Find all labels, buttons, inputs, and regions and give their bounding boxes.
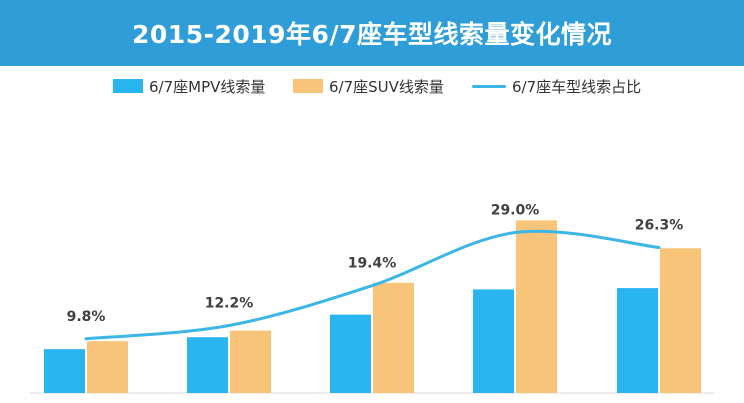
legend-label-ratio: 6/7座车型线索占比 (512, 77, 642, 96)
legend-swatch-ratio (472, 84, 506, 88)
ratio-label-2015: 9.8% (67, 309, 106, 325)
ratio-label-2017: 19.4% (348, 256, 397, 272)
bar-group (44, 220, 701, 393)
bar-suv-2016 (230, 330, 271, 393)
ratio-series-line (84, 229, 661, 341)
legend-item-suv: 6/7座SUV线索量 (293, 74, 444, 98)
legend-swatch-mpv (113, 79, 143, 93)
value-label-group: 9.8% 12.2% 19.4% 29.0% 26.3% (67, 203, 684, 325)
ratio-label-2018: 29.0% (491, 203, 540, 219)
bar-suv-2018 (516, 220, 557, 393)
ratio-label-2016: 12.2% (205, 295, 254, 311)
legend-item-ratio: 6/7座车型线索占比 (472, 74, 641, 98)
legend-item-mpv: 6/7座MPV线索量 (113, 74, 265, 98)
bar-mpv-2018 (473, 289, 514, 393)
bar-suv-2017 (373, 282, 414, 393)
bar-mpv-2015 (44, 349, 85, 393)
bar-mpv-2016 (187, 337, 228, 393)
title-bar: 2015-2019年6/7座车型线索量变化情况 (0, 0, 744, 66)
bar-mpv-2019 (617, 288, 658, 393)
legend-swatch-suv (293, 79, 323, 93)
chart-title: 2015-2019年6/7座车型线索量变化情况 (132, 20, 612, 49)
legend: 6/7座MPV线索量 6/7座SUV线索量 6/7座车型线索占比 (0, 74, 744, 98)
ratio-label-2019: 26.3% (635, 217, 684, 233)
bar-suv-2019 (660, 248, 701, 393)
bar-suv-2015 (87, 341, 128, 393)
legend-label-suv: 6/7座SUV线索量 (329, 77, 444, 96)
bar-mpv-2017 (330, 314, 371, 393)
legend-label-mpv: 6/7座MPV线索量 (149, 77, 266, 96)
